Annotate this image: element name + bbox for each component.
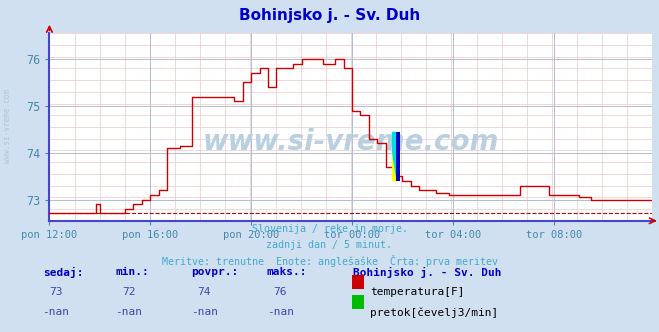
Text: 72: 72 [122,287,135,297]
Text: 73: 73 [49,287,63,297]
Text: -nan: -nan [115,307,142,317]
Text: sedaj:: sedaj: [43,267,83,278]
Text: Bohinjsko j. - Sv. Duh: Bohinjsko j. - Sv. Duh [353,267,501,278]
Text: Slovenija / reke in morje.: Slovenija / reke in morje. [252,224,407,234]
Polygon shape [392,132,396,181]
Text: 76: 76 [273,287,287,297]
Text: -nan: -nan [191,307,217,317]
Text: zadnji dan / 5 minut.: zadnji dan / 5 minut. [266,240,393,250]
Text: min.:: min.: [115,267,149,277]
Polygon shape [396,132,400,181]
Text: 74: 74 [198,287,211,297]
Text: Meritve: trenutne  Enote: anglešaške  Črta: prva meritev: Meritve: trenutne Enote: anglešaške Črta… [161,255,498,267]
Text: temperatura[F]: temperatura[F] [370,287,465,297]
Text: pretok[čevelj3/min]: pretok[čevelj3/min] [370,307,499,318]
Text: maks.:: maks.: [267,267,307,277]
Text: Bohinjsko j. - Sv. Duh: Bohinjsko j. - Sv. Duh [239,8,420,23]
Text: -nan: -nan [43,307,69,317]
Text: -nan: -nan [267,307,293,317]
Polygon shape [392,132,396,179]
Text: www.si-vreme.com: www.si-vreme.com [203,128,499,156]
Text: www.si-vreme.com: www.si-vreme.com [3,89,13,163]
Text: povpr.:: povpr.: [191,267,239,277]
